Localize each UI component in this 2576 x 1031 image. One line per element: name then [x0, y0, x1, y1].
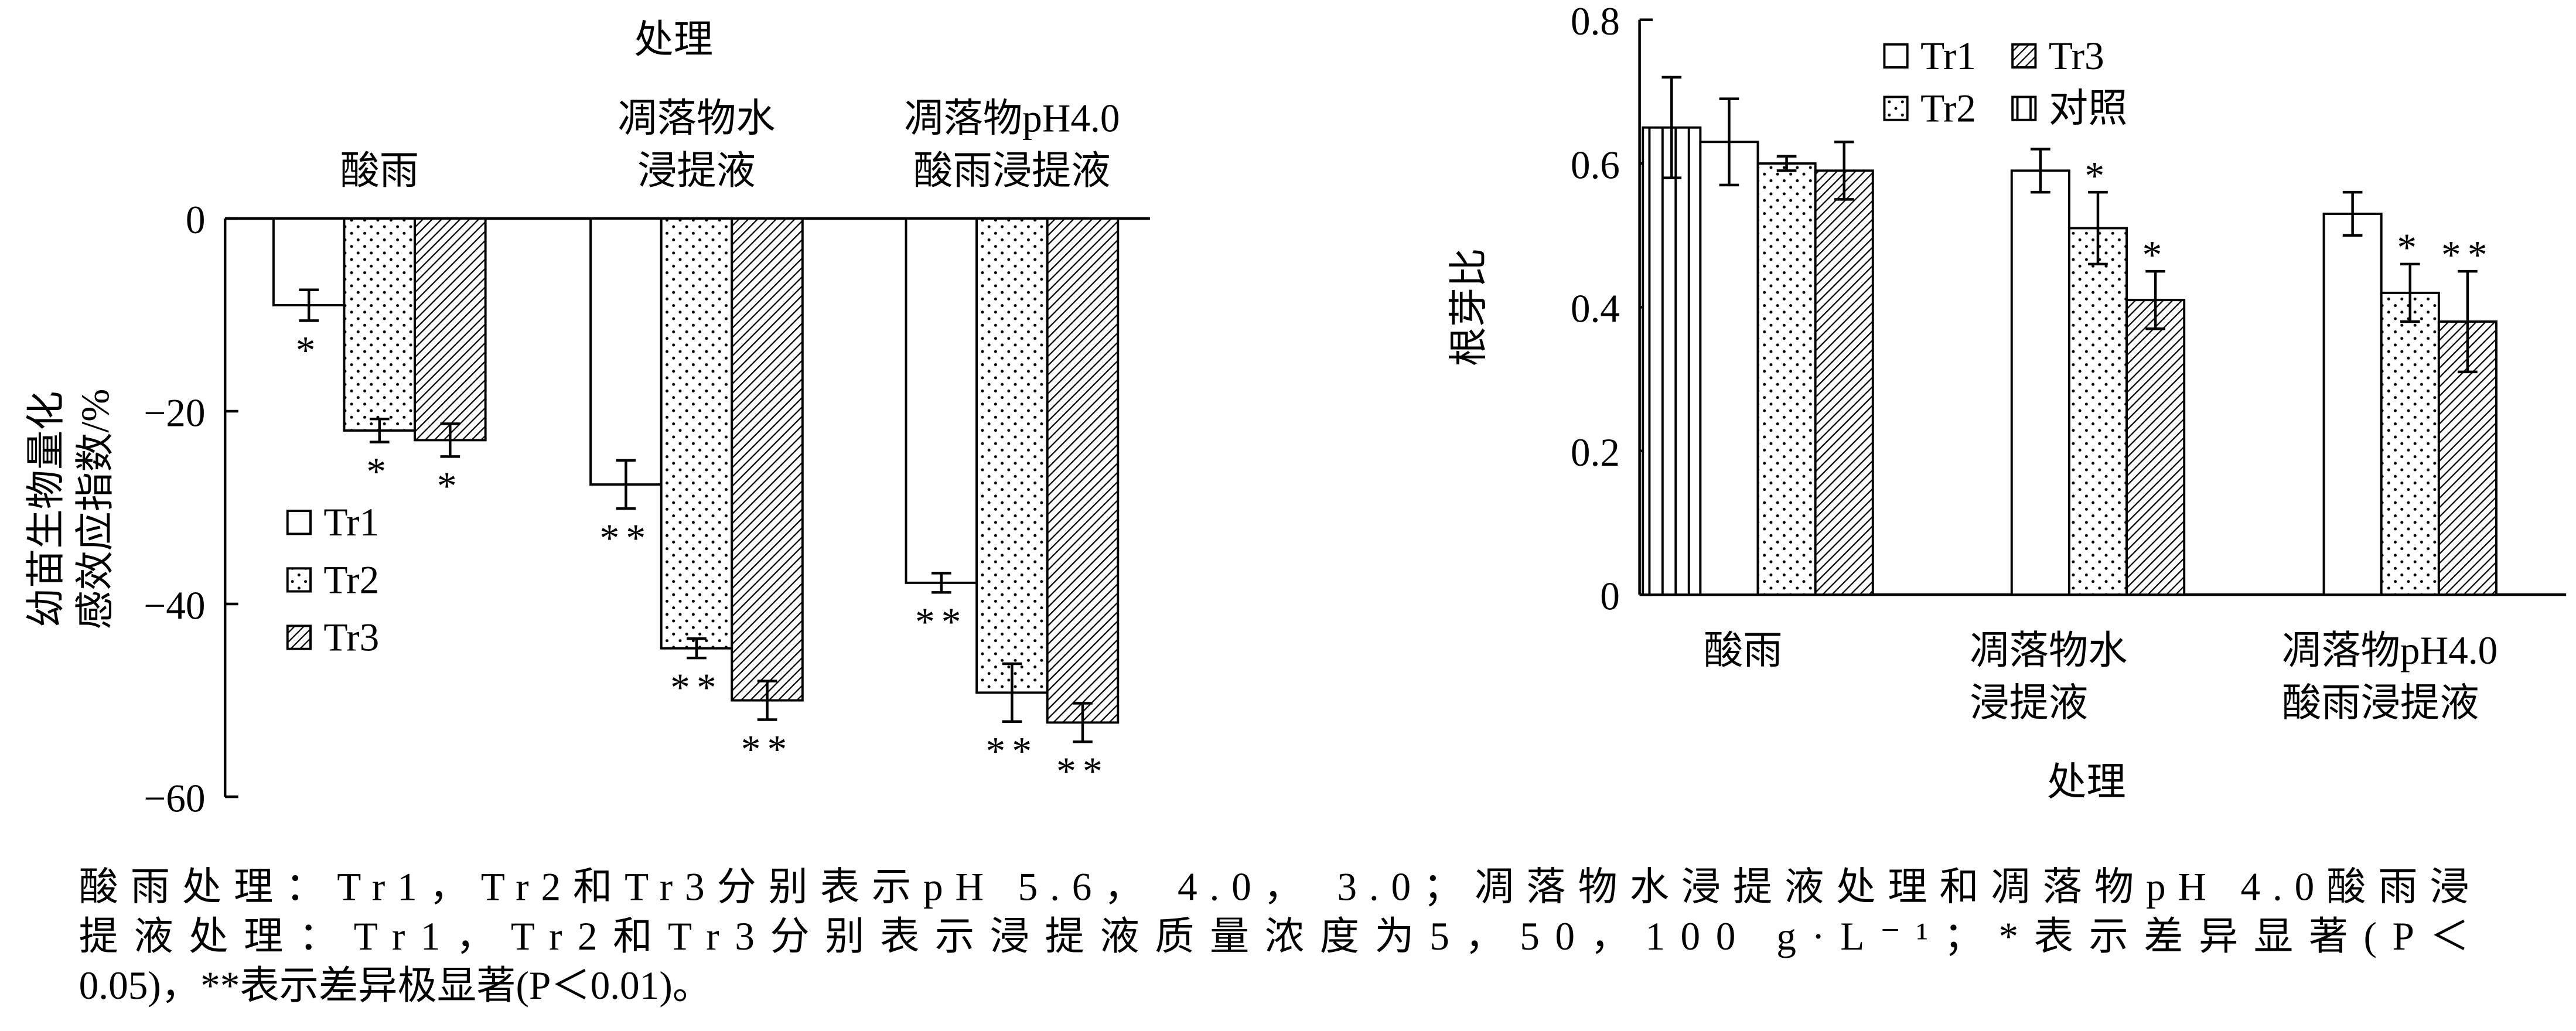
- bar: [589, 217, 663, 486]
- bar: [2322, 212, 2383, 596]
- category-label: 凋落物水浸提液: [617, 96, 775, 193]
- legend-label: Tr1: [323, 500, 379, 544]
- bar: [414, 217, 487, 442]
- error-bar: [369, 417, 390, 443]
- bar: [1756, 162, 1817, 596]
- y-tick-label: 0.6: [1571, 143, 1620, 187]
- category-label: 凋落物水浸提液: [1970, 629, 2127, 725]
- legend-label: Tr2: [323, 558, 379, 602]
- significance-label: *: [437, 464, 463, 508]
- significance-label: *: [296, 328, 322, 372]
- bar: [1642, 126, 1702, 596]
- x-axis-title: 处理: [2047, 760, 2126, 804]
- bar: [1046, 217, 1120, 724]
- legend-label: Tr3: [323, 616, 379, 660]
- category-label: 酸雨: [1704, 629, 1783, 672]
- y-axis-title: 根芽比: [1446, 248, 1490, 366]
- bar: [1699, 141, 1759, 596]
- significance-label: *: [2397, 226, 2423, 269]
- significance-label: **: [741, 727, 794, 771]
- bar: [2010, 169, 2070, 596]
- significance-label: **: [1056, 749, 1109, 793]
- legend-swatch: [2011, 43, 2037, 69]
- significance-label: **: [600, 516, 653, 560]
- error-bar: [2458, 269, 2478, 374]
- y-axis-title: 幼苗生物量化: [24, 391, 68, 627]
- y-tick-label: −40: [144, 583, 205, 627]
- y-tick-label: 0.2: [1571, 431, 1620, 474]
- legend-swatch: [286, 567, 312, 593]
- caption-line: 酸雨处理：Tr1，Tr2和Tr3分别表示pH 5.6， 4.0， 3.0；凋落物…: [79, 865, 2469, 909]
- legend-swatch: [2011, 95, 2037, 121]
- legend-swatch: [286, 624, 312, 650]
- legend-label: Tr2: [1920, 87, 1976, 131]
- legend-swatch: [286, 510, 312, 535]
- bar: [2380, 291, 2440, 596]
- significance-label: **: [986, 729, 1039, 773]
- category-label: 酸雨: [340, 149, 419, 193]
- error-bar: [1834, 141, 1854, 201]
- error-bar: [1002, 662, 1022, 723]
- error-bar: [299, 288, 319, 322]
- significance-label: **: [915, 600, 968, 644]
- legend-swatch: [1883, 95, 1909, 121]
- category-label: 凋落物pH4.0 酸雨浸提液: [2282, 629, 2497, 725]
- y-tick-label: −20: [144, 391, 205, 435]
- bar: [975, 217, 1049, 694]
- category-label: 凋落物pH4.0 酸雨浸提液: [904, 96, 1120, 193]
- y-tick-label: 0: [1600, 574, 1620, 618]
- y-tick-label: 0: [186, 198, 206, 242]
- error-bar: [616, 459, 636, 510]
- error-bar: [2342, 190, 2363, 237]
- error-bar: [440, 422, 460, 458]
- bar: [731, 217, 804, 702]
- bar: [905, 217, 978, 584]
- error-bar: [1776, 155, 1797, 172]
- y-tick-label: −60: [144, 776, 205, 820]
- bar: [343, 217, 417, 432]
- error-bar: [2031, 148, 2050, 194]
- y-tick-label: 0.4: [1571, 287, 1620, 331]
- chart-title: 处理: [634, 18, 713, 62]
- significance-label: *: [366, 450, 393, 494]
- bar: [2067, 227, 2128, 596]
- error-bar: [931, 572, 951, 594]
- error-bar: [1073, 702, 1093, 743]
- bar: [1814, 169, 1874, 596]
- legend-label: 对照: [2049, 87, 2128, 131]
- error-bar: [1661, 76, 1682, 179]
- significance-label: **: [670, 665, 723, 709]
- error-bar: [757, 680, 777, 721]
- error-bar: [2088, 190, 2108, 266]
- error-bar: [2145, 269, 2165, 330]
- legend-swatch: [1883, 43, 1909, 69]
- significance-label: *: [2142, 233, 2169, 276]
- legend-label: Tr1: [1920, 34, 1976, 78]
- caption-line: 提液处理：Tr1，Tr2和Tr3分别表示浸提液质量浓度为5，50，100 g·L…: [79, 914, 2469, 958]
- error-bar: [1719, 97, 1739, 187]
- error-bar: [2400, 262, 2420, 323]
- significance-label: **: [2441, 233, 2494, 276]
- bar: [2125, 299, 2186, 596]
- y-tick-label: 0.8: [1571, 0, 1620, 43]
- y-axis-title: 感效应指数/%: [73, 389, 117, 630]
- significance-label: *: [2085, 154, 2111, 198]
- caption-line: 0.05)，**表示差异极显著(P＜0.01)。: [79, 964, 712, 1008]
- bar: [660, 217, 733, 650]
- legend-label: Tr3: [2049, 34, 2104, 78]
- error-bar: [687, 637, 707, 660]
